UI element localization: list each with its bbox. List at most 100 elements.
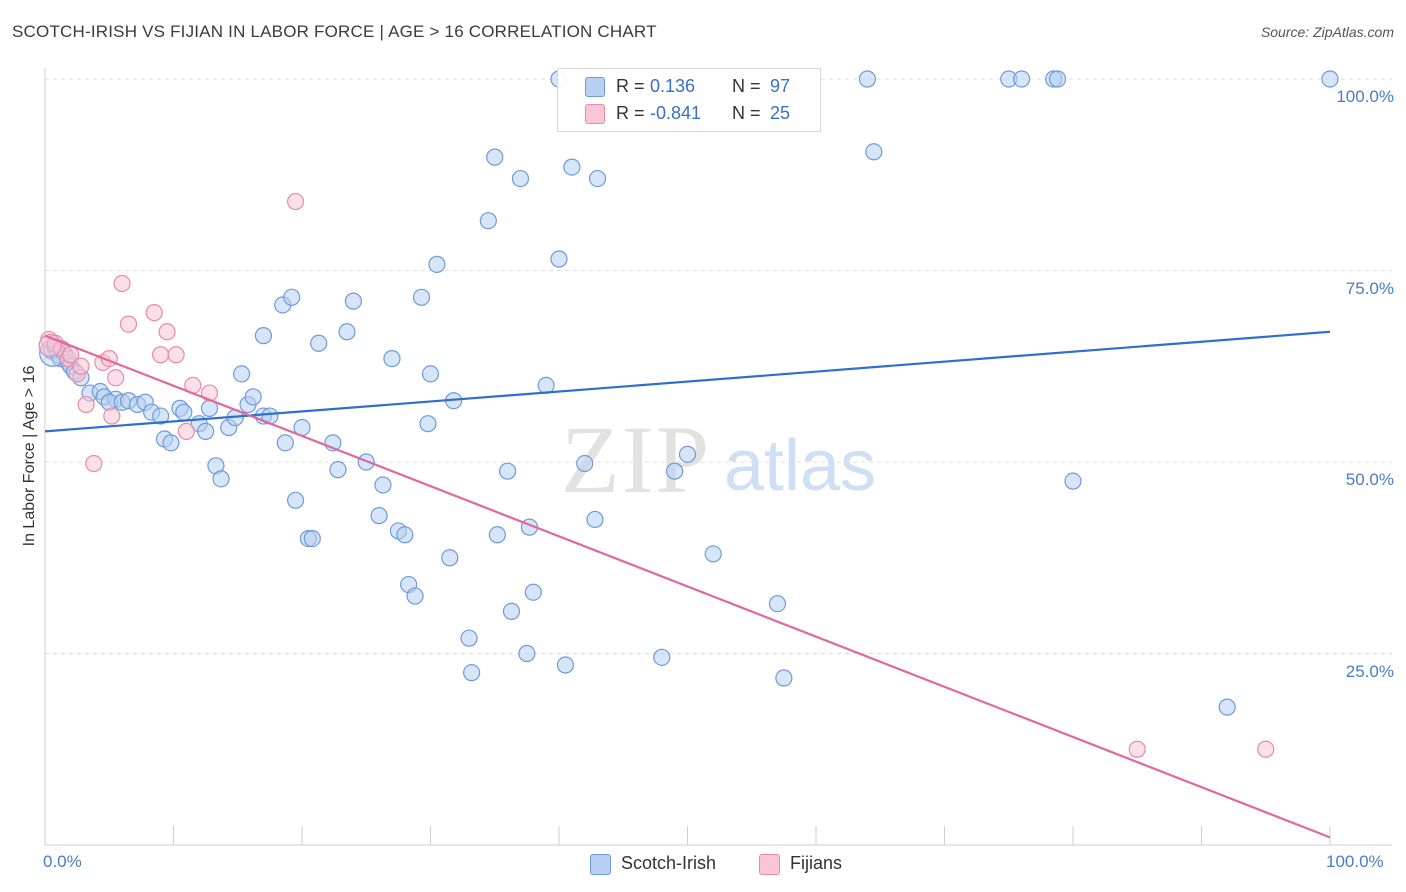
fijians-point bbox=[85, 454, 103, 473]
pink-swatch-icon bbox=[585, 104, 605, 124]
scotch-irish-point bbox=[550, 250, 568, 268]
scotch-irish-point bbox=[486, 148, 504, 166]
y-tick-label: 75.0% bbox=[1345, 278, 1394, 298]
fijians-point bbox=[1257, 740, 1275, 758]
scotch-irish-point bbox=[460, 629, 478, 647]
scotch-irish-point bbox=[233, 365, 251, 383]
pink-swatch-icon bbox=[759, 854, 780, 875]
fijians-point bbox=[200, 384, 219, 402]
scotch-irish-point bbox=[865, 143, 883, 161]
y-tick-label: 50.0% bbox=[1345, 470, 1394, 489]
scotch-irish-point bbox=[374, 476, 392, 494]
fijians-point bbox=[113, 274, 131, 293]
scotch-irish-point bbox=[152, 407, 170, 425]
scotch-irish-point bbox=[254, 327, 273, 345]
fijians-point bbox=[152, 346, 170, 364]
legend-row-scotch-irish: R = 0.136 N = 97 bbox=[558, 73, 818, 101]
scotch-irish-point bbox=[576, 454, 594, 473]
scotch-irish-point bbox=[499, 462, 517, 480]
scotch-irish-point bbox=[524, 583, 542, 601]
scotch-irish-point bbox=[244, 388, 262, 406]
fijians-point bbox=[107, 369, 125, 387]
scotch-irish-point bbox=[502, 602, 521, 620]
n-label: N = bbox=[732, 76, 761, 96]
fijians-point bbox=[167, 346, 185, 364]
blue-swatch-icon bbox=[590, 854, 611, 875]
scotch-irish-point bbox=[588, 169, 607, 188]
scotch-irish-point bbox=[1218, 698, 1236, 716]
scotch-irish-point bbox=[286, 491, 305, 509]
scotch-irish-point bbox=[412, 288, 431, 306]
scotch-irish-point bbox=[428, 255, 446, 273]
scotch-irish-point bbox=[197, 422, 215, 440]
scotch-irish-point bbox=[283, 288, 301, 306]
scotch-irish-point bbox=[518, 644, 536, 663]
scotch-irish-point bbox=[421, 365, 440, 383]
scotch-irish-point bbox=[511, 169, 530, 188]
fijians-point bbox=[145, 304, 163, 322]
x-tick-label: 0.0% bbox=[43, 852, 82, 871]
scotch-irish-point bbox=[463, 664, 481, 682]
scotch-irish-point bbox=[175, 403, 193, 421]
axes bbox=[44, 68, 1392, 846]
scotch-irish-point bbox=[370, 507, 388, 525]
scotch-irish-point bbox=[1012, 70, 1031, 88]
fijians-point bbox=[72, 357, 90, 375]
scotch-irish-point bbox=[775, 669, 793, 687]
source-credit: Source: ZipAtlas.com bbox=[1260, 24, 1394, 40]
scotch-irish-point bbox=[396, 526, 414, 544]
scotch-irish-point bbox=[556, 656, 575, 674]
scotch-irish-point bbox=[338, 323, 356, 341]
scotch-irish-point bbox=[586, 510, 604, 529]
watermark-atlas: atlas bbox=[724, 426, 876, 506]
scotch-irish-point bbox=[678, 445, 697, 463]
scotch-irish-point bbox=[704, 545, 722, 563]
scotch-irish-point bbox=[406, 587, 424, 605]
scotch-irish-point bbox=[344, 292, 362, 310]
fijians-point bbox=[103, 407, 121, 425]
r-value: -0.841 bbox=[650, 103, 702, 123]
scotch-irish-point bbox=[419, 415, 437, 433]
scotch-irish-point bbox=[303, 529, 321, 548]
n-value: 97 bbox=[770, 76, 791, 96]
x-tick-label: 100.0% bbox=[1326, 852, 1384, 871]
r-label: R = bbox=[616, 76, 645, 96]
legend-row-fijians: R = -0.841 N = 25 bbox=[558, 100, 818, 128]
scotch-irish-trend-line bbox=[44, 330, 1331, 433]
y-tick-label: 25.0% bbox=[1345, 661, 1394, 681]
trend-lines bbox=[44, 330, 1331, 839]
scotch-irish-point bbox=[1048, 70, 1067, 88]
series-legend: Scotch-Irish Fijians bbox=[0, 852, 1406, 878]
legend-label: Scotch-Irish bbox=[621, 853, 717, 873]
fijians-trend-line bbox=[44, 334, 1331, 839]
fijians-point bbox=[77, 395, 95, 414]
scotch-irish-point bbox=[768, 595, 787, 613]
fijians-point bbox=[286, 192, 305, 211]
fijians-points bbox=[38, 192, 1275, 758]
legend-label: Fijians bbox=[790, 853, 843, 873]
scotch-irish-point bbox=[383, 349, 401, 368]
scotch-irish-point bbox=[858, 70, 877, 88]
n-value: 25 bbox=[770, 103, 791, 123]
fijians-point bbox=[119, 315, 138, 333]
scotch-irish-point bbox=[653, 648, 671, 666]
scotch-irish-point bbox=[212, 470, 230, 488]
n-label: N = bbox=[732, 103, 761, 123]
scotch-irish-point bbox=[1064, 472, 1082, 490]
grid-lines bbox=[45, 78, 1392, 654]
fijians-point bbox=[1128, 740, 1146, 758]
r-label: R = bbox=[616, 103, 645, 123]
scotch-irish-point bbox=[563, 158, 581, 176]
scotch-irish-point bbox=[441, 549, 459, 567]
blue-swatch-icon bbox=[585, 77, 605, 97]
fijians-point bbox=[177, 422, 195, 440]
correlation-legend: R = 0.136 N = 97 R = -0.841 N = 25 bbox=[557, 68, 821, 132]
scotch-irish-points bbox=[39, 70, 1339, 716]
r-value: 0.136 bbox=[650, 76, 696, 96]
scotch-irish-point bbox=[1321, 70, 1339, 88]
scotch-irish-point bbox=[162, 434, 180, 452]
scotch-irish-point bbox=[666, 462, 684, 480]
scotch-irish-point bbox=[329, 461, 347, 479]
y-tick-label: 100.0% bbox=[1336, 87, 1394, 106]
